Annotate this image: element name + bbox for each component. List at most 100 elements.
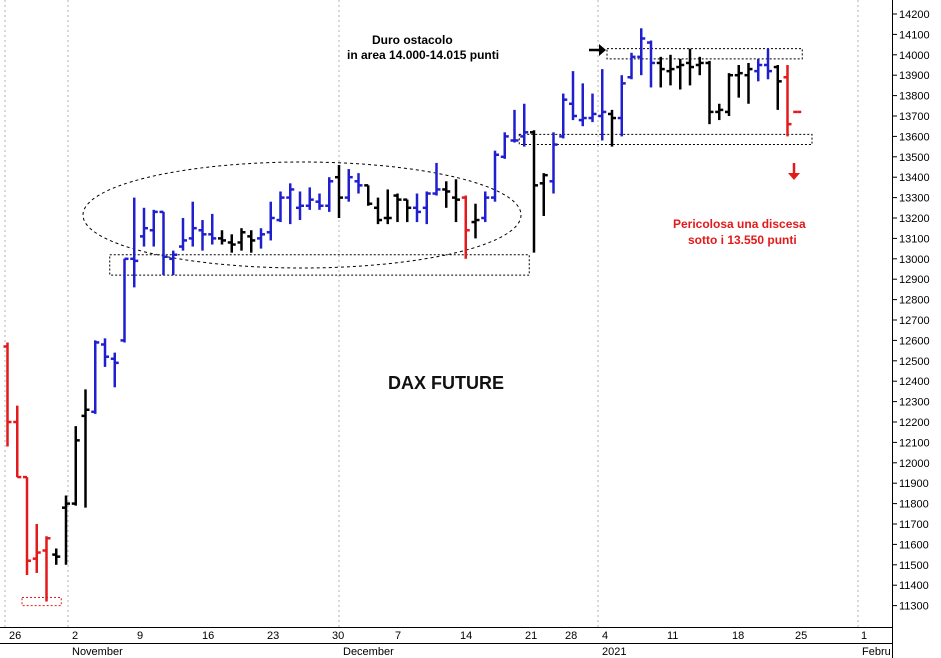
ohlc-bar [588,93,597,123]
ohlc-bar [637,28,646,76]
ohlc-bar [159,210,168,276]
ohlc-bar [62,495,70,565]
warning-annotation-line2: sotto i 13.550 punti [688,233,797,247]
ohlc-bar [257,228,265,249]
ohlc-bar [354,173,363,194]
ohlc-bar [52,548,61,565]
y-tick-label: 12200 [899,417,930,429]
ohlc-bar [218,230,226,245]
ohlc-bar [520,103,529,147]
y-tick-label: 12600 [899,335,930,347]
x-axis: 26 2 9 16 23 30 7 14 21 28 4 11 18 25 1 … [9,630,891,658]
x-tick-label: 21 [525,630,537,642]
y-tick-label: 11400 [899,580,929,592]
y-tick-label: 12500 [899,356,930,368]
y-tick-label: 14000 [899,50,930,62]
x-tick-label: 30 [332,630,344,642]
x-tick-label: 28 [565,630,577,642]
x-tick-label: 1 [861,630,867,642]
y-tick-label: 12100 [899,437,930,449]
ohlc-bar [432,162,441,196]
y-tick-label: 12000 [899,458,930,470]
y-tick-label: 12700 [899,315,930,327]
ohlc-bar [442,181,451,208]
ohlc-bar [530,130,538,253]
y-tick-label: 11700 [899,519,929,531]
y-tick-label: 12300 [899,397,930,409]
ohlc-bar [393,193,402,223]
ohlc-bar [169,250,178,276]
y-tick-label: 11600 [899,539,929,551]
y-tick-label: 11900 [899,478,929,490]
chart-title: DAX FUTURE [388,373,504,393]
zone-support-lower [109,254,530,276]
ohlc-bar [481,191,490,223]
ohlc-bar [452,179,460,223]
ohlc-bar [422,191,431,225]
ohlc-bar [286,183,295,225]
ohlc-bar [227,234,236,253]
ohlc-bar [539,173,548,216]
x-tick-label: 23 [267,630,279,642]
ohlc-bar [247,230,256,253]
ohlc-bar [413,193,421,223]
ohlc-bar [81,389,90,508]
ohlc-bar [42,536,51,602]
x-tick-label: 18 [732,630,744,642]
y-tick-label: 13000 [899,254,930,266]
y-tick-label: 13900 [899,70,930,82]
ohlc-bar [725,73,733,116]
ohlc-bar [617,75,626,137]
x-tick-label: 14 [460,630,472,642]
x-tick-label: 16 [202,630,214,642]
ohlc-bar [695,56,704,76]
zone-resistance [606,48,803,60]
x-tick-label: 4 [602,630,608,642]
zones [21,48,813,607]
ohlc-bar [510,109,519,143]
y-axis: 11300 11400 11500 11600 11700 11800 11900 12000… [893,9,930,613]
ohlc-bar [276,191,285,223]
ohlc-bar [783,65,792,137]
axis-frame [0,0,893,658]
y-tick-label: 12800 [899,295,930,307]
ohlc-bar [325,177,334,212]
ohlc-bar [549,132,558,194]
y-tick-label: 13600 [899,131,930,143]
ohlc-bar [471,203,480,239]
ohlc-bar [266,201,275,241]
ohlc-bar [305,187,314,210]
price-bars [3,28,802,602]
ohlc-bar [179,218,187,251]
x-tick-label: 2 [72,630,78,642]
ohlc-bar [120,257,129,343]
ohlc-bar [764,48,772,80]
ohlc-bar [91,340,100,414]
ohlc-bar [403,198,412,223]
ohlc-bar [559,93,568,139]
resistance-annotation-line2: in area 14.000-14.015 punti [347,48,499,62]
ohlc-bar [140,207,148,247]
month-label: December [343,646,394,658]
ohlc-bar [676,58,685,90]
x-tick-label: 25 [795,630,807,642]
ohlc-bar [3,342,12,447]
month-label: Febru [862,646,891,658]
ohlc-bar [773,65,782,110]
ohlc-bar [569,71,577,121]
ohlc-bar [656,56,665,88]
ohlc-bar [237,228,246,251]
ohlc-bar [71,426,80,506]
consolidation-ellipse [82,161,522,269]
ohlc-bar [666,54,675,86]
ohlc-bar [647,40,655,88]
ohlc-bar [374,197,382,225]
ohlc-bar [13,405,22,479]
ohlc-bar [686,48,694,86]
zone-support-upper [518,133,813,146]
ohlc-bar [608,109,616,147]
warning-annotation-line1: Pericolosa una discesa [673,217,806,231]
ohlc-bar [32,524,41,573]
x-tick-label: 26 [9,630,21,642]
